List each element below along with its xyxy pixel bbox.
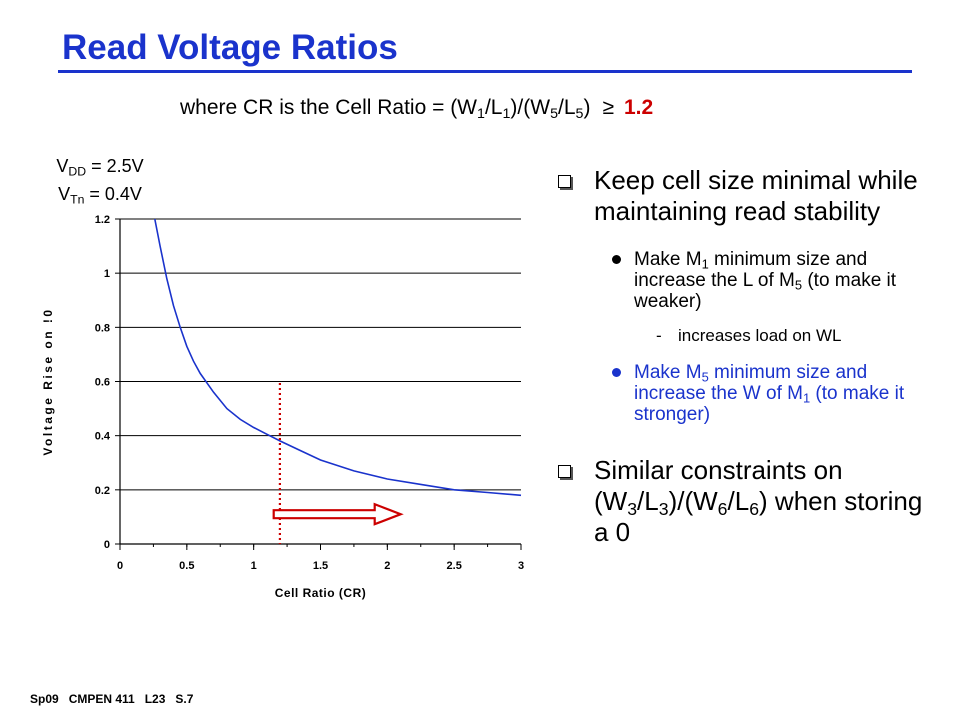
bullet-keep-cell-size: Keep cell size minimal while maintaining… <box>556 165 936 227</box>
x-axis-label: Cell Ratio (CR) <box>275 586 367 600</box>
y-tick-label: 0.2 <box>95 485 110 497</box>
greater-equal-symbol: ≥ <box>602 96 614 119</box>
x-tick-label: 0 <box>117 560 123 572</box>
y-tick-label: 0 <box>104 539 110 551</box>
title-underline <box>58 70 912 73</box>
square-bullet-icon <box>558 465 571 478</box>
y-tick-label: 0.8 <box>95 322 110 334</box>
x-tick-label: 1 <box>251 560 257 572</box>
x-tick-label: 0.5 <box>179 560 194 572</box>
slide-footer: Sp09 CMPEN 411 L23 S.7 <box>30 692 194 706</box>
bullet-make-m1-minimum: Make M1 minimum size and increase the L … <box>556 249 936 312</box>
y-tick-label: 1.2 <box>95 214 110 226</box>
y-tick-label: 0.4 <box>95 431 111 443</box>
cell-ratio-definition: where CR is the Cell Ratio = (W1/L1)/(W5… <box>180 96 654 122</box>
bullet-list: Keep cell size minimal while maintaining… <box>556 165 936 570</box>
y-axis-label: Voltage Rise on !0 <box>41 307 55 455</box>
y-tick-label: 0.6 <box>95 377 110 389</box>
series-line <box>154 218 522 497</box>
cell-ratio-threshold: 1.2 <box>623 96 654 119</box>
square-bullet-icon <box>558 175 571 188</box>
x-tick-label: 3 <box>518 560 524 572</box>
slide-title: Read Voltage Ratios <box>62 28 398 67</box>
bullet-similar-constraints: Similar constraints on (W3/L3)/(W6/L6) w… <box>556 455 936 548</box>
x-tick-label: 2 <box>384 560 390 572</box>
dot-bullet-icon <box>612 255 621 264</box>
vtn-label: VTn = 0.4V <box>58 184 142 207</box>
increase-cr-arrow <box>272 502 404 526</box>
device-parameters: VDD = 2.5V VTn = 0.4V <box>30 152 170 208</box>
x-tick-label: 2.5 <box>447 560 462 572</box>
vdd-label: VDD = 2.5V <box>56 156 144 179</box>
dot-bullet-icon <box>612 368 621 377</box>
y-tick-label: 1 <box>104 268 110 280</box>
bullet-make-m5-minimum: Make M5 minimum size and increase the W … <box>556 362 936 425</box>
bullet-increases-load: - increases load on WL <box>656 326 842 345</box>
x-tick-label: 1.5 <box>313 560 328 572</box>
